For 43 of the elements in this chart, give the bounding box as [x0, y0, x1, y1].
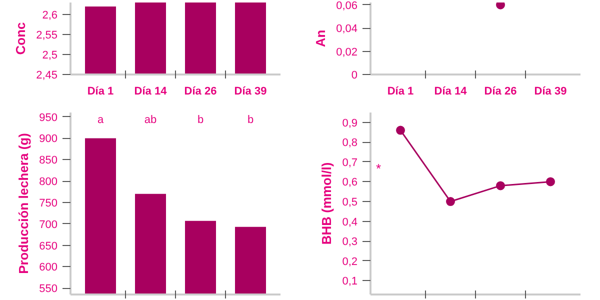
y-tick-label: 0,04: [336, 23, 358, 36]
x-tick-label: Día 26: [484, 86, 517, 98]
y-tick-label: 0,7: [342, 156, 358, 169]
x-tick-label: Día 14: [134, 86, 168, 98]
x-tick-label: Día 1: [87, 86, 114, 98]
y-axis-title: Producción lechera (g): [16, 133, 32, 274]
y-tick-label: 900: [39, 133, 58, 146]
y-tick-label: 0: [351, 70, 358, 82]
annotation: *: [376, 160, 382, 176]
y-tick-label: 950: [39, 112, 58, 124]
y-tick-label: 0,8: [342, 137, 358, 150]
y-tick-label: 2,55: [36, 30, 58, 42]
y-tick-label: 700: [39, 218, 58, 231]
x-tick-label: Día 1: [387, 86, 414, 98]
y-tick-label: 0,4: [342, 216, 358, 228]
annotation: b: [247, 114, 254, 126]
y-tick-label: 750: [39, 197, 58, 210]
y-tick-label: 600: [39, 262, 58, 274]
y-tick-label: 0,6: [342, 176, 358, 189]
y-tick-label: 800: [39, 176, 58, 188]
y-tick-label: 2,6: [42, 10, 58, 22]
y-axis-title: Conc: [13, 22, 28, 55]
y-tick-label: 2,45: [36, 70, 58, 82]
y-axis-title: BHB (mmol/l): [319, 162, 334, 245]
x-tick-label: Día 39: [234, 86, 267, 98]
y-tick-label: 2,5: [42, 50, 58, 62]
y-tick-label: 0,9: [342, 117, 358, 130]
y-tick-label: 0,3: [342, 236, 358, 248]
y-tick-label: 550: [39, 283, 58, 296]
x-tick-label: Día 26: [184, 86, 217, 98]
x-tick-label: Día 14: [434, 86, 468, 98]
x-tick-label: Día 39: [534, 86, 567, 98]
y-tick-label: 0,5: [342, 196, 358, 209]
y-tick-label: 0,02: [336, 46, 358, 58]
annotation: ab: [144, 114, 157, 126]
y-tick-label: 0,06: [336, 0, 358, 12]
y-tick-label: 0,1: [342, 276, 358, 288]
annotation: a: [97, 114, 104, 126]
y-tick-label: 850: [39, 154, 58, 167]
y-tick-label: 650: [39, 240, 58, 252]
y-axis-title: An: [313, 30, 328, 48]
annotation: b: [197, 114, 204, 126]
y-tick-label: 0,2: [342, 256, 358, 268]
